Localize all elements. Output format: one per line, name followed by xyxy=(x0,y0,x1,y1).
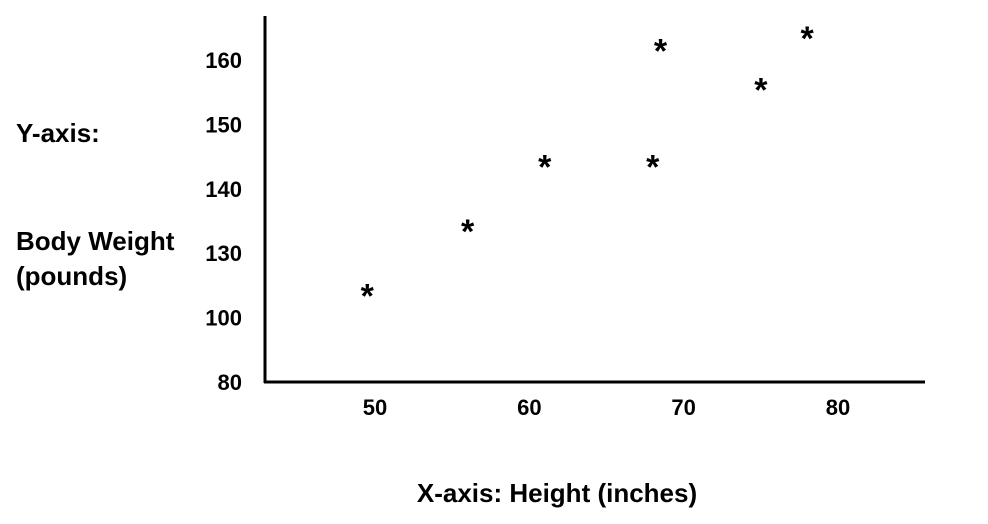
y-axis-label-prefix: Y-axis: xyxy=(16,118,100,148)
y-tick-label: 80 xyxy=(218,370,242,395)
x-tick-label: 50 xyxy=(363,395,387,420)
data-point: * xyxy=(361,277,375,315)
x-tick-label: 70 xyxy=(671,395,695,420)
data-point: * xyxy=(461,213,475,251)
data-point: * xyxy=(754,71,768,109)
x-axis-label: X-axis: Height (inches) xyxy=(417,478,697,508)
y-tick-label: 100 xyxy=(205,306,242,331)
data-point: * xyxy=(646,149,660,187)
data-point: * xyxy=(654,33,668,71)
y-axis-label-line-2: (pounds) xyxy=(16,261,127,291)
y-tick-labels: 80 100 130 140 150 160 xyxy=(205,48,242,395)
y-tick-label: 130 xyxy=(205,241,242,266)
y-tick-label: 140 xyxy=(205,177,242,202)
y-tick-label: 160 xyxy=(205,48,242,73)
y-axis-label-line-1: Body Weight xyxy=(16,226,175,256)
data-point: * xyxy=(538,149,552,187)
data-point: * xyxy=(801,20,815,58)
x-tick-label: 60 xyxy=(517,395,541,420)
data-points: * * * * * * * xyxy=(361,20,815,316)
y-tick-label: 150 xyxy=(205,112,242,137)
x-tick-label: 80 xyxy=(826,395,850,420)
x-tick-labels: 50 60 70 80 xyxy=(363,395,850,420)
